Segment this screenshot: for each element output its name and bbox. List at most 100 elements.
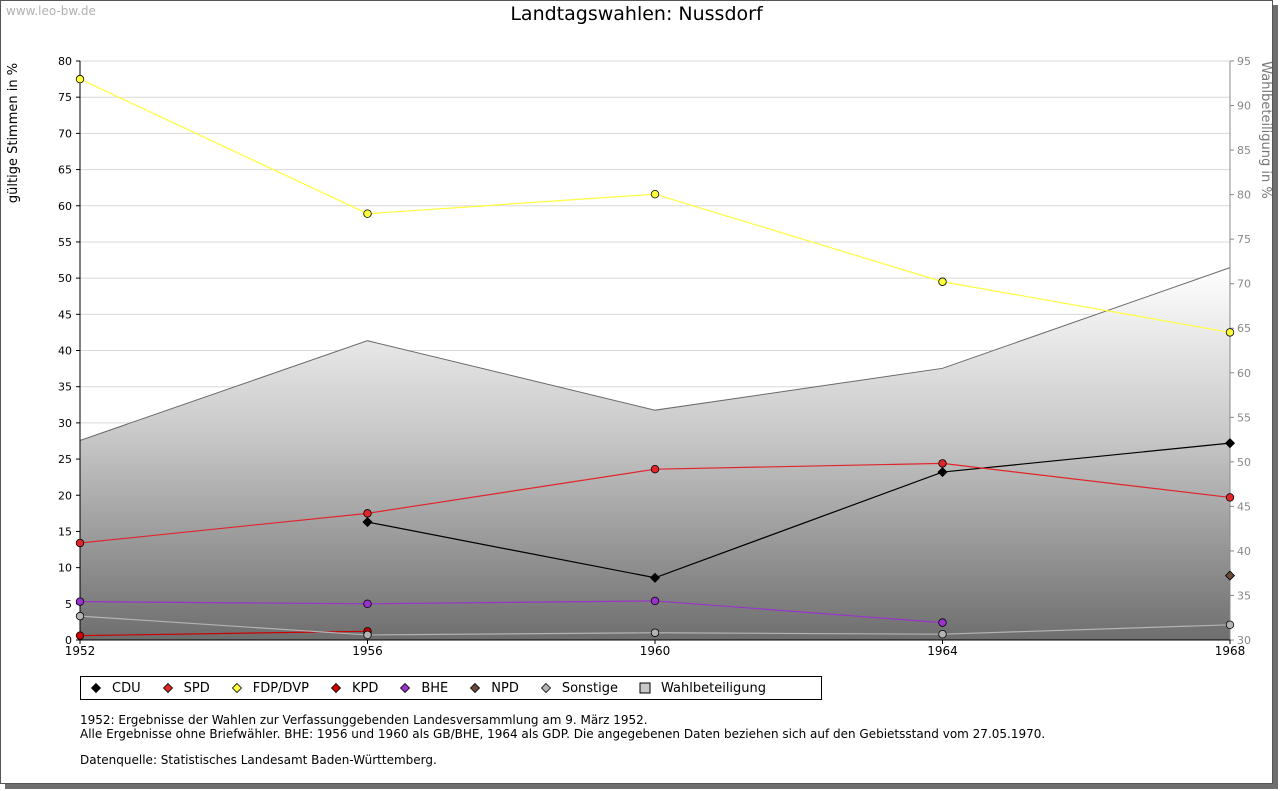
y-tick-label-left-45: 45 [58,308,72,321]
tick-labels: 0 5 10 15 20 25 30 35 40 45 50 55 60 65 70 75 80 30 35 40 45… [58,55,1251,658]
note-line-2: Alle Ergebnisse ohne Briefwähler. BHE: 1… [80,727,1046,741]
legend-item-wahlbeteiligung: Wahlbeteiligung [639,681,766,696]
legend-marker-npd [469,682,481,694]
y-tick-label-right-70: 70 [1237,278,1251,291]
y-tick-label-left-50: 50 [58,272,72,285]
y-tick-label-right-30: 30 [1237,634,1251,647]
y-tick-label-right-40: 40 [1237,545,1251,558]
y-tick-label-left-30: 30 [58,417,72,430]
point-sonstige-1964 [938,630,947,639]
y-tick-label-left-15: 15 [58,525,72,538]
point-kpd-1952 [75,631,85,640]
x-tick-label-1964: 1964 [927,644,958,658]
note-source: Datenquelle: Statistisches Landesamt Bad… [80,753,437,767]
point-fdp-dvp-1956 [363,209,372,218]
y-tick-label-right-50: 50 [1237,456,1251,469]
y-tick-label-right-65: 65 [1237,322,1251,335]
point-cdu-1964 [937,467,948,478]
legend-item-kpd: KPD [330,681,378,696]
point-sonstige-1960 [650,628,660,637]
y-tick-label-left-80: 80 [58,55,72,68]
point-spd-1956 [363,509,372,518]
y-tick-label-right-80: 80 [1237,189,1251,202]
y-tick-label-right-55: 55 [1237,411,1251,424]
point-bhe-1964 [938,618,947,627]
point-sonstige-1956 [363,630,372,640]
point-sonstige-1968 [1225,620,1235,630]
point-spd-1968 [1225,493,1235,502]
x-tick-label-1968: 1968 [1215,644,1246,658]
y-tick-label-right-90: 90 [1237,100,1251,113]
legend-item-sonstige: Sonstige [540,681,618,696]
point-spd-1964 [938,459,947,468]
legend-label-wahlbeteiligung: Wahlbeteiligung [661,680,767,696]
legend: CDU SPD FDP/DVP KPD BHE NPD Sonstige Wahlbeteil… [80,676,822,700]
y-tick-label-left-40: 40 [58,345,72,358]
legend-label-fdp-dvp: FDP/DVP [252,680,309,696]
x-tick-label-1952: 1952 [65,644,96,658]
y-tick-label-right-60: 60 [1237,367,1251,380]
point-bhe-1952 [75,597,85,606]
legend-marker-cdu [90,682,102,694]
y-tick-label-left-20: 20 [58,489,72,502]
series-line-bhe [79,600,943,624]
legend-item-bhe: BHE [399,681,448,696]
legend-label-kpd: KPD [351,680,379,696]
point-npd-1968 [1224,570,1236,581]
point-cdu-1968 [1224,438,1236,449]
y-tick-label-right-75: 75 [1237,233,1251,246]
legend-label-bhe: BHE [421,680,449,696]
y-tick-label-right-85: 85 [1237,144,1251,157]
y-tick-label-left-35: 35 [58,381,72,394]
y-tick-label-right-95: 95 [1237,55,1251,68]
axes [76,60,1234,644]
y-tick-label-left-70: 70 [58,127,72,140]
legend-item-npd: NPD [469,681,519,696]
legend-label-npd: NPD [491,680,519,696]
y-tick-label-left-10: 10 [58,562,72,575]
x-tick-label-1956: 1956 [352,644,383,658]
legend-marker-kpd [330,682,342,694]
point-fdp-dvp-1960 [650,189,660,199]
legend-label-cdu: CDU [112,680,141,696]
point-bhe-1960 [650,596,660,606]
legend-marker-wahlbeteiligung [639,682,651,694]
x-tick-label-1960: 1960 [640,644,671,658]
note-line-1: 1952: Ergebnisse der Wahlen zur Verfassu… [80,713,648,727]
chart-notes: 1952: Ergebnisse der Wahlen zur Verfassu… [80,713,1045,767]
point-cdu-1956 [362,516,373,528]
point-fdp-dvp-1952 [75,74,85,84]
legend-marker-fdp-dvp [231,682,243,694]
point-spd-1960 [650,464,660,474]
y-tick-label-left-55: 55 [58,236,72,249]
y-tick-label-left-25: 25 [58,453,72,466]
legend-marker-spd [162,682,174,694]
y-tick-label-right-45: 45 [1237,500,1251,513]
point-fdp-dvp-1968 [1225,328,1235,337]
legend-label-sonstige: Sonstige [561,680,619,696]
legend-marker-bhe [399,682,411,694]
legend-marker-sonstige [540,682,552,694]
point-fdp-dvp-1964 [938,277,947,286]
legend-item-fdp-dvp: FDP/DVP [231,681,309,696]
series-line-cdu [367,442,1231,579]
y-axis-label-left: gültige Stimmen in % [6,63,21,203]
point-bhe-1956 [363,599,372,609]
legend-item-cdu: CDU [90,681,141,696]
legend-label-spd: SPD [183,680,210,696]
y-tick-label-left-65: 65 [58,164,72,177]
watermark: www.leo-bw.de [6,4,96,18]
turnout-line [79,267,1231,441]
point-cdu-1960 [649,572,661,583]
y-tick-label-left-0: 0 [65,634,72,647]
chart-plot: 0 5 10 15 20 25 30 35 40 45 50 55 60 65 70 75 80 30 35 40 45… [6,55,1273,658]
point-spd-1952 [75,538,85,548]
chart-title: Landtagswahlen: Nussdorf [510,3,763,25]
y-tick-label-right-35: 35 [1237,589,1251,602]
y-tick-label-left-5: 5 [65,598,72,611]
turnout-area-layer [79,267,1231,640]
point-sonstige-1952 [75,611,85,621]
legend-item-spd: SPD [162,681,210,696]
y-axis-label-right: Wahlbeteiligung in % [1258,61,1273,198]
y-tick-label-left-60: 60 [58,200,72,213]
